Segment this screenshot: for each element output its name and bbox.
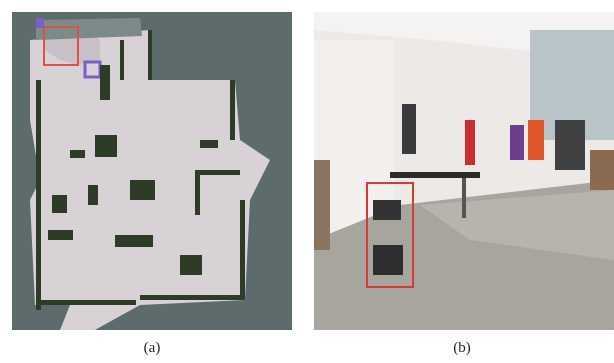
map-image [12,12,292,330]
panel-label: (a) [122,340,182,357]
figure-images [0,0,614,363]
figure: (a) (b) [0,0,614,363]
panel-label: (b) [432,340,492,357]
photo-image [314,12,614,330]
